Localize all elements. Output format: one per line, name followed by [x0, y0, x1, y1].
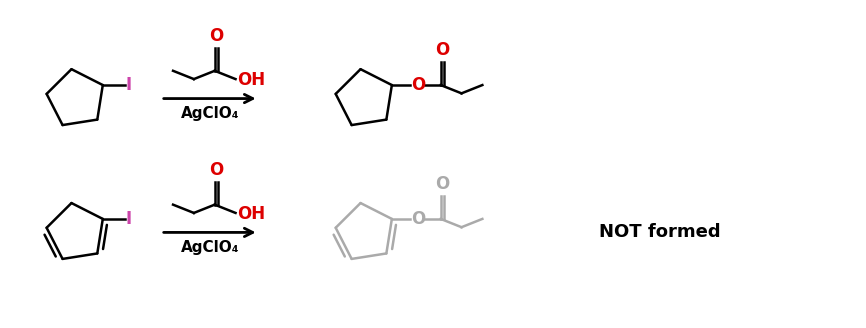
Text: OH: OH — [237, 205, 266, 223]
Text: O: O — [410, 210, 425, 228]
Text: O: O — [435, 41, 449, 59]
Text: O: O — [209, 161, 223, 179]
Text: AgClO₄: AgClO₄ — [180, 240, 239, 255]
Text: OH: OH — [237, 71, 266, 89]
Text: I: I — [126, 210, 132, 228]
Text: I: I — [126, 76, 132, 94]
Text: NOT formed: NOT formed — [599, 223, 721, 241]
Text: AgClO₄: AgClO₄ — [180, 107, 239, 121]
Text: O: O — [435, 175, 449, 193]
Text: O: O — [209, 27, 223, 45]
Text: O: O — [410, 76, 425, 94]
